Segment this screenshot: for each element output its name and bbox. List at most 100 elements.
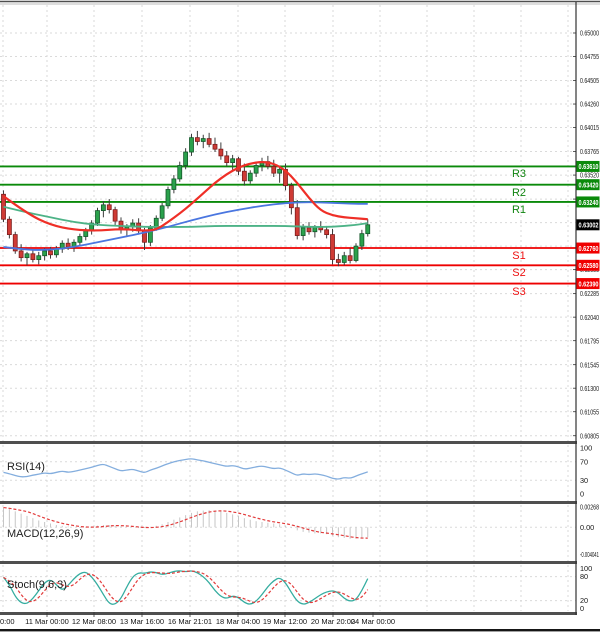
price-tick-label: 0.62285 (580, 289, 599, 298)
price-badge-text: 0.63610 (579, 164, 599, 171)
stoch-k-line (2, 570, 369, 605)
time-tick-label: 18 Mar 04:00 (216, 617, 260, 626)
support-label-s2: S2 (512, 267, 526, 280)
rsi-pane (3, 458, 368, 480)
candle (18, 250, 24, 259)
stoch-axis-label: 80 (580, 572, 588, 581)
candle (294, 207, 300, 236)
x-axis-labels: 0:00 11 Mar 00:00 12 Mar 08:00 13 Mar 16:00… (0, 612, 395, 626)
macd-signal-line (3, 506, 368, 539)
rsi-label: RSI(14) (7, 461, 45, 473)
stoch-pane (2, 570, 369, 605)
time-tick-label: 13 Mar 16:00 (120, 617, 164, 626)
resistance-label-r1: R1 (511, 203, 527, 216)
price-badge-text: 0.62390 (579, 281, 599, 288)
candle (341, 255, 347, 263)
price-tick-label: 0.64015 (580, 123, 599, 132)
candle (48, 250, 53, 256)
candle (12, 234, 18, 252)
candle (359, 233, 365, 247)
support-resistance-lines (0, 165, 576, 285)
rsi-line (3, 458, 368, 480)
candle (300, 227, 306, 236)
price-tick-label: 0.64260 (580, 100, 599, 109)
price-badges: 0.63610 0.63420 0.63240 0.63002 0.62760 0.625… (576, 160, 600, 290)
time-tick-label: 11 Mar 00:00 (25, 617, 69, 626)
rsi-axis-label: 0 (580, 490, 584, 499)
candle (230, 158, 236, 163)
rsi-axis-label: 70 (580, 457, 588, 466)
candle (330, 234, 335, 260)
candle (236, 158, 241, 172)
candle (212, 143, 218, 150)
time-tick-label: 20 Mar 20:00 (311, 617, 355, 626)
level-price-badge (576, 259, 600, 271)
candle (218, 148, 224, 157)
candle (95, 210, 100, 224)
candle (365, 224, 371, 235)
price-tick-label: 0.61055 (580, 407, 599, 416)
support-label-s1: S1 (512, 250, 526, 263)
macd-pane (3, 506, 369, 539)
candle (306, 227, 312, 233)
time-tick-label: 24 Mar 00:00 (351, 617, 395, 626)
candle (183, 151, 189, 166)
candle (171, 178, 177, 190)
time-tick-label: 12 Mar 08:00 (72, 617, 116, 626)
candle (277, 168, 283, 174)
rsi-axis-labels: 100 70 30 0 (580, 444, 592, 499)
candle (24, 253, 30, 259)
candle (288, 185, 294, 209)
level-price-badge (576, 196, 600, 208)
grid (0, 5, 576, 611)
candle (106, 204, 112, 211)
candle (177, 165, 183, 180)
rsi-axis-label: 30 (580, 476, 588, 485)
candle (324, 229, 330, 235)
price-tick-label: 0.61300 (580, 384, 599, 393)
time-tick-label: 0:00 (0, 617, 15, 626)
price-tick-label: 0.62040 (580, 313, 599, 322)
price-tick-label: 0.61545 (580, 360, 599, 369)
stoch-axis-label: 100 (580, 564, 592, 573)
candle (347, 255, 353, 261)
window-bottom-edge (0, 629, 600, 632)
price-tick-label: 0.65000 (580, 29, 599, 38)
macd-axis-labels: 0.00268 0.00 -0.004041 (580, 503, 599, 559)
rsi-axis-label: 100 (580, 444, 592, 453)
candle (147, 227, 153, 243)
resistance-label-r2: R2 (511, 186, 527, 199)
candle (165, 189, 171, 207)
candle (271, 166, 277, 174)
price-tick-label: 0.60805 (580, 431, 599, 440)
candle (77, 236, 83, 243)
support-label-s3: S3 (512, 285, 526, 298)
macd-axis-label: -0.004041 (580, 550, 599, 559)
price-badge-text: 0.62760 (579, 246, 599, 253)
level-price-badge (576, 242, 600, 254)
stoch-label: Stoch(9,6,3) (7, 579, 67, 591)
candle (194, 137, 200, 142)
candle (30, 253, 36, 260)
macd-label: MACD(12,26,9) (7, 528, 84, 540)
price-badge-text: 0.63240 (579, 200, 599, 207)
candle (335, 259, 341, 263)
candle (6, 218, 12, 235)
stoch-axis-label: 20 (580, 596, 588, 605)
price-tick-label: 0.64755 (580, 52, 599, 61)
macd-axis-label: 0.00 (580, 523, 594, 532)
ma-green-line (3, 205, 368, 228)
candle (36, 255, 42, 260)
candle (353, 245, 359, 261)
price-badge-text: 0.62580 (579, 263, 599, 270)
candle (224, 155, 230, 163)
candle (65, 242, 71, 248)
macd-axis-label: 0.00268 (580, 503, 599, 512)
ma-green-line (3, 205, 368, 228)
time-tick-label: 16 Mar 21:01 (168, 617, 212, 626)
candle (247, 172, 253, 182)
level-price-badge (576, 278, 600, 290)
price-badge-text: 0.63420 (579, 182, 599, 189)
